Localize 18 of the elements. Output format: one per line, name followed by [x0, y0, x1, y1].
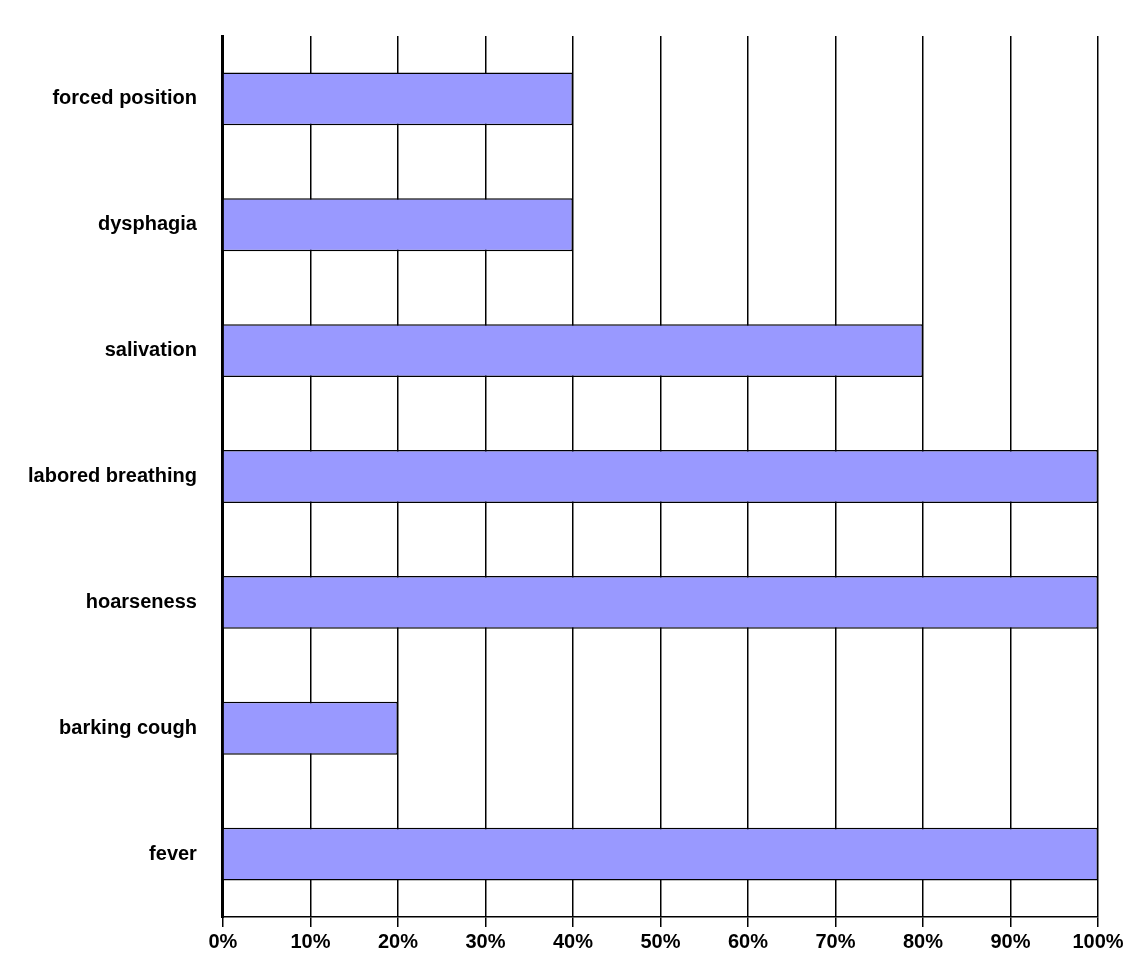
y-tick-label: dysphagia	[97, 212, 198, 235]
x-tick-label: 70%	[815, 929, 856, 952]
x-tick-label: 30%	[465, 929, 506, 952]
x-tick-label: 80%	[902, 929, 944, 952]
x-tick-label: 90%	[990, 929, 1031, 952]
x-tick-label: 0%	[208, 929, 238, 952]
x-tick-label: 60%	[727, 929, 769, 952]
y-tick-label: salivation	[104, 338, 197, 361]
x-tick-label: 10%	[290, 929, 331, 952]
x-tick-label: 50%	[640, 929, 681, 952]
y-tick-label: hoarseness	[85, 589, 197, 612]
y-tick-label: labored breathing	[28, 464, 197, 487]
y-tick-label: forced position	[52, 86, 197, 109]
y-tick-label: barking cough	[59, 715, 197, 738]
y-tick-label: fever	[149, 841, 198, 864]
x-tick-label: 20%	[377, 929, 419, 952]
x-tick-label: 100%	[1072, 929, 1124, 952]
x-tick-label: 40%	[552, 929, 594, 952]
